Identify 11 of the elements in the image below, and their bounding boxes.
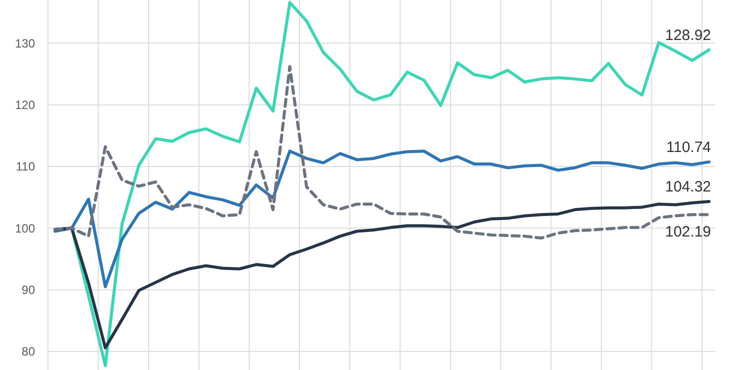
y-tick-label: 130 [14,36,36,50]
data-label: 128.92 [665,26,712,44]
line-series [54,65,711,240]
y-tick-label: 80 [22,344,36,359]
y-tick-label: 120 [14,98,36,112]
y-tick-label: 90 [22,283,36,298]
data-label: 102.19 [665,224,712,241]
y-tick-label: 110 [16,160,36,174]
data-label: 104.32 [665,178,712,196]
data-label: 110.74 [666,138,712,156]
y-tick-label: 100 [14,221,36,236]
